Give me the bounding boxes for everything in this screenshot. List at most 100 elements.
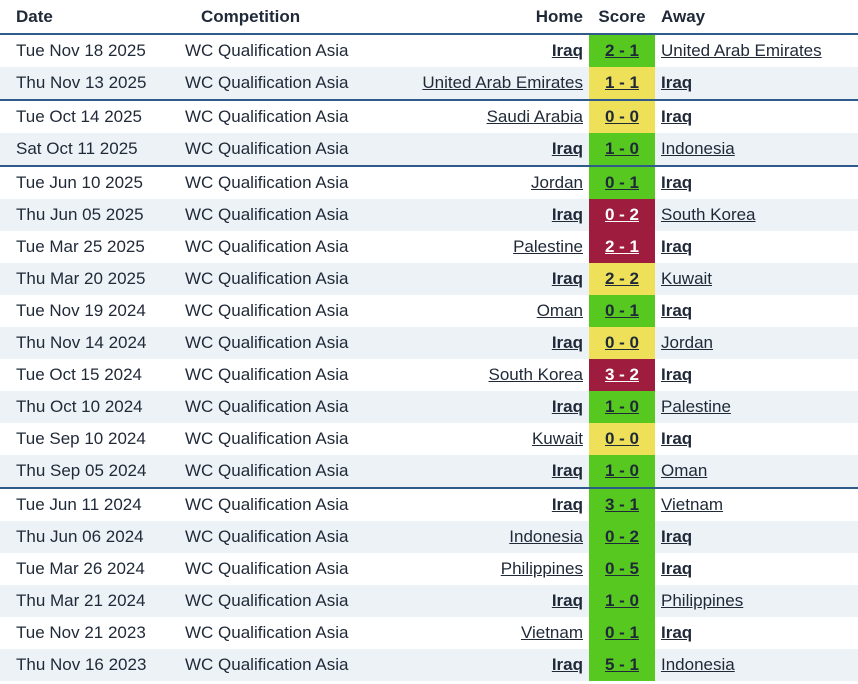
header-home[interactable]: Home	[414, 0, 589, 35]
match-date: Tue Mar 26 2024	[16, 559, 145, 578]
home-team-cell: Oman	[414, 295, 589, 327]
match-date: Thu Nov 14 2024	[0, 327, 185, 359]
away-team-cell: Jordan	[655, 327, 858, 359]
match-competition: WC Qualification Asia	[185, 649, 414, 681]
away-team-link[interactable]: Vietnam	[661, 495, 724, 514]
away-team-link[interactable]: Indonesia	[661, 655, 735, 674]
score-link[interactable]: 1 - 0	[589, 133, 655, 167]
score-link[interactable]: 0 - 0	[589, 423, 655, 455]
score-link[interactable]: 0 - 1	[589, 166, 655, 199]
away-team-link[interactable]: Philippines	[661, 591, 744, 610]
home-team-link[interactable]: Iraq	[551, 655, 583, 674]
away-team-link[interactable]: Iraq	[661, 429, 693, 448]
score-link[interactable]: 0 - 5	[589, 553, 655, 585]
score-link[interactable]: 3 - 2	[589, 359, 655, 391]
match-date: Tue Nov 21 2023	[16, 623, 146, 642]
home-team-link[interactable]: Iraq	[551, 205, 583, 224]
home-team-link[interactable]: Saudi Arabia	[486, 107, 583, 126]
score-link[interactable]: 1 - 0	[589, 391, 655, 423]
home-team-link[interactable]: Iraq	[551, 269, 583, 288]
away-team-link[interactable]: Palestine	[661, 397, 731, 416]
score-link[interactable]: 2 - 2	[589, 263, 655, 295]
away-team-cell: Vietnam	[655, 488, 858, 521]
home-team-cell: Iraq	[414, 649, 589, 681]
away-team-link[interactable]: South Korea	[661, 205, 756, 224]
away-team-cell: United Arab Emirates	[655, 34, 858, 67]
away-team-cell: Iraq	[655, 100, 858, 133]
match-competition: WC Qualification Asia	[185, 263, 414, 295]
match-competition: WC Qualification Asia	[185, 585, 414, 617]
match-competition: WC Qualification Asia	[185, 327, 414, 359]
score-link[interactable]: 0 - 0	[589, 327, 655, 359]
away-team-link[interactable]: Iraq	[661, 527, 693, 546]
away-team-cell: Iraq	[655, 166, 858, 199]
header-score[interactable]: Score	[589, 0, 655, 35]
home-team-link[interactable]: Iraq	[551, 591, 583, 610]
home-team-link[interactable]: Iraq	[551, 139, 583, 158]
score-link[interactable]: 1 - 1	[589, 67, 655, 101]
home-team-cell: Iraq	[414, 199, 589, 231]
home-team-link[interactable]: Philippines	[500, 559, 583, 578]
match-competition: WC Qualification Asia	[185, 301, 349, 320]
home-team-cell: Iraq	[414, 391, 589, 423]
home-team-cell: Indonesia	[414, 521, 589, 553]
away-team-link[interactable]: Jordan	[661, 333, 713, 352]
score-link[interactable]: 1 - 0	[589, 585, 655, 617]
away-team-link[interactable]: Kuwait	[661, 269, 713, 288]
header-competition[interactable]: Competition	[185, 0, 414, 35]
home-team-link[interactable]: Palestine	[513, 237, 583, 256]
match-date: Sat Oct 11 2025	[0, 133, 185, 167]
home-team-cell: Iraq	[414, 263, 589, 295]
home-team-link[interactable]: Oman	[536, 301, 583, 320]
score-link[interactable]: 0 - 1	[589, 295, 655, 327]
away-team-cell: Indonesia	[655, 649, 858, 681]
match-competition: WC Qualification Asia	[185, 107, 349, 126]
score-link[interactable]: 5 - 1	[589, 649, 655, 681]
home-team-link[interactable]: Indonesia	[509, 527, 583, 546]
away-team-link[interactable]: Iraq	[661, 365, 693, 384]
score-link[interactable]: 3 - 1	[589, 488, 655, 521]
home-team-link[interactable]: South Korea	[488, 365, 583, 384]
score-link[interactable]: 0 - 2	[589, 199, 655, 231]
away-team-link[interactable]: Iraq	[661, 107, 693, 126]
away-team-cell: Iraq	[655, 295, 858, 327]
home-team-link[interactable]: Vietnam	[520, 623, 583, 642]
home-team-cell: Iraq	[414, 34, 589, 67]
away-team-link[interactable]: Iraq	[661, 301, 693, 320]
score-link[interactable]: 2 - 1	[589, 231, 655, 263]
header-date[interactable]: Date	[0, 0, 185, 35]
away-team-link[interactable]: Iraq	[661, 559, 693, 578]
score-link[interactable]: 0 - 0	[589, 100, 655, 133]
away-team-link[interactable]: Iraq	[661, 237, 693, 256]
home-team-link[interactable]: Iraq	[551, 397, 583, 416]
away-team-cell: Iraq	[655, 553, 858, 585]
score-link[interactable]: 0 - 2	[589, 521, 655, 553]
home-team-link[interactable]: Iraq	[551, 41, 583, 60]
away-team-cell: Iraq	[655, 617, 858, 649]
home-team-link[interactable]: Iraq	[551, 495, 583, 514]
home-team-cell: South Korea	[414, 359, 589, 391]
away-team-cell: Kuwait	[655, 263, 858, 295]
away-team-link[interactable]: Indonesia	[661, 139, 735, 158]
table-row: Thu Nov 16 2023 WC Qualification Asia Iraq…	[0, 649, 858, 681]
match-date: Tue Jun 11 2024	[16, 495, 142, 514]
home-team-link[interactable]: Iraq	[551, 333, 583, 352]
score-link[interactable]: 0 - 1	[589, 617, 655, 649]
table-row: Thu Mar 21 2024 WC Qualification Asia Iraq…	[0, 585, 858, 617]
score-link[interactable]: 2 - 1	[589, 34, 655, 67]
away-team-link[interactable]: Iraq	[661, 73, 693, 92]
away-team-link[interactable]: Oman	[661, 461, 708, 480]
match-competition: WC Qualification Asia	[185, 41, 349, 60]
away-team-cell: Philippines	[655, 585, 858, 617]
away-team-link[interactable]: Iraq	[661, 623, 693, 642]
score-link[interactable]: 1 - 0	[589, 455, 655, 489]
home-team-cell: Iraq	[414, 133, 589, 167]
match-date: Tue Nov 18 2025	[16, 41, 146, 60]
home-team-link[interactable]: United Arab Emirates	[422, 73, 583, 92]
home-team-link[interactable]: Kuwait	[531, 429, 583, 448]
home-team-link[interactable]: Iraq	[551, 461, 583, 480]
away-team-link[interactable]: Iraq	[661, 173, 693, 192]
header-away[interactable]: Away	[655, 0, 858, 35]
home-team-link[interactable]: Jordan	[531, 173, 583, 192]
away-team-link[interactable]: United Arab Emirates	[661, 41, 822, 60]
